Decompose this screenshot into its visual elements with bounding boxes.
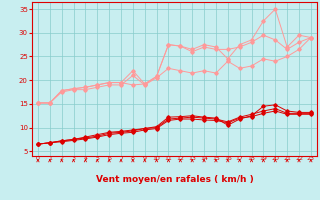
X-axis label: Vent moyen/en rafales ( km/h ): Vent moyen/en rafales ( km/h ) [96, 175, 253, 184]
